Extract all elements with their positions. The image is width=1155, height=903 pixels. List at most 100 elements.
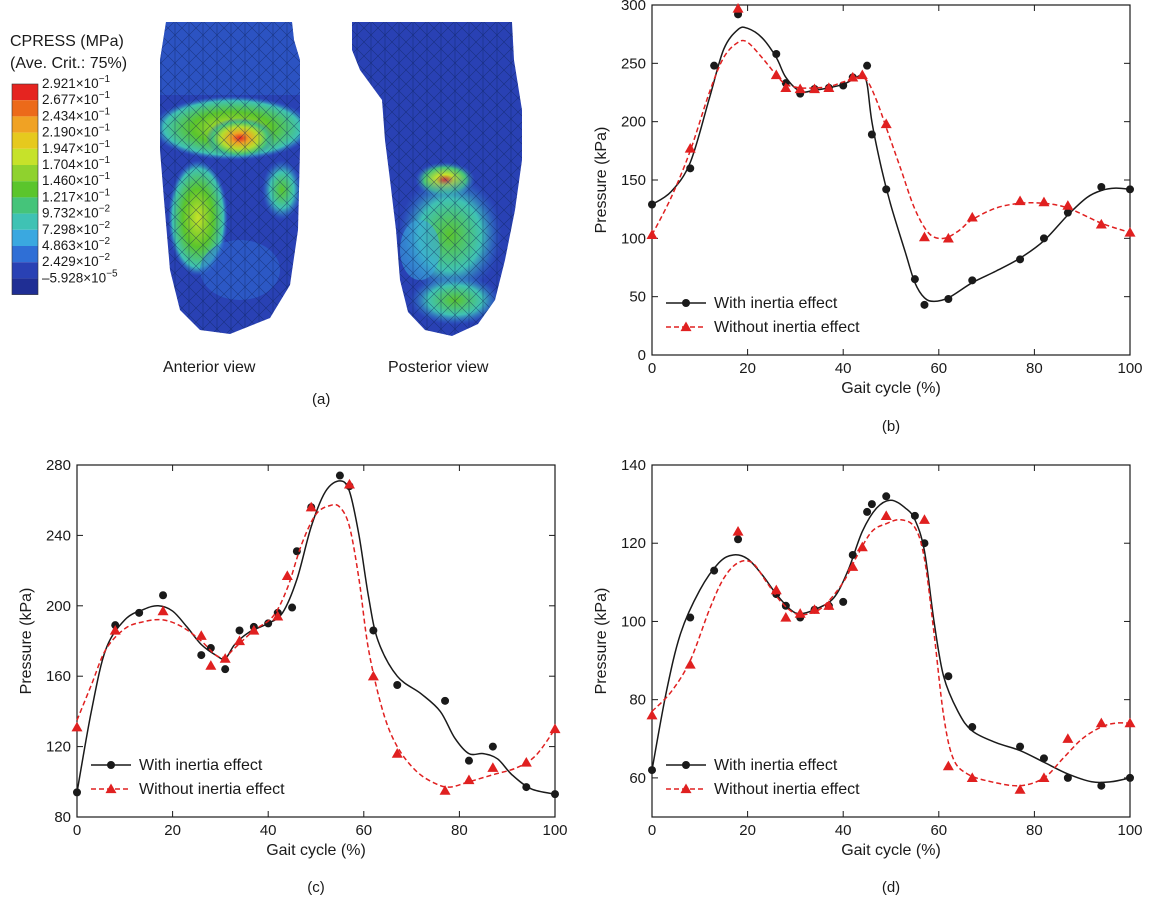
colorbar-title-1: CPRESS (MPa) xyxy=(10,33,124,50)
colorbar-swatch xyxy=(12,213,38,230)
data-point-circle xyxy=(288,603,297,612)
data-point-triangle xyxy=(1038,196,1050,207)
y-axis-title: Pressure (kPa) xyxy=(593,127,610,234)
data-point-circle xyxy=(292,547,301,556)
legend-label: Without inertia effect xyxy=(714,319,860,336)
data-point-triangle xyxy=(1062,200,1074,210)
colorbar-swatch xyxy=(12,197,38,214)
data-point-triangle xyxy=(942,232,954,243)
data-point-triangle xyxy=(1095,717,1107,728)
chart-b: 0 20 40 60 80 100 0 50 100 150 200 250 300 Gait cycle… xyxy=(593,0,1143,435)
data-point-triangle xyxy=(343,478,355,489)
data-point-circle xyxy=(551,790,559,799)
x-tick-label: 0 xyxy=(648,360,656,377)
data-point-triangle xyxy=(966,211,978,222)
data-point-circle xyxy=(867,500,876,509)
colorbar-value-label: 2.434×10−1 xyxy=(42,106,111,123)
posterior-view-label: Posterior view xyxy=(388,359,489,376)
data-point-circle xyxy=(648,200,656,209)
colorbar-value-label: 4.863×10−2 xyxy=(42,236,111,253)
data-point-circle xyxy=(920,539,929,548)
data-point-circle xyxy=(264,619,273,628)
data-point-triangle xyxy=(1014,784,1026,794)
data-point-triangle xyxy=(520,756,532,767)
y-tick-label: 0 xyxy=(638,347,646,364)
data-point-circle xyxy=(968,276,977,285)
anterior-view-model xyxy=(160,22,300,334)
data-point-triangle xyxy=(794,83,806,94)
y-tick-label: 50 xyxy=(629,289,646,306)
colorbar-swatch xyxy=(12,148,38,165)
data-point-circle xyxy=(772,50,781,58)
data-point-triangle xyxy=(809,604,821,614)
plot-frame xyxy=(76,464,556,818)
y-tick-label: 160 xyxy=(46,668,71,685)
colorbar-swatch xyxy=(12,229,38,246)
data-point-triangle xyxy=(847,71,859,82)
data-point-circle xyxy=(206,644,215,653)
data-point-circle xyxy=(686,164,695,173)
data-point-triangle xyxy=(1124,227,1136,237)
panel-label: (d) xyxy=(882,879,900,896)
colorbar-value-label: 2.190×10−1 xyxy=(42,123,111,140)
y-axis-title: Pressure (kPa) xyxy=(593,588,610,695)
data-point-triangle xyxy=(281,570,293,581)
series-line xyxy=(651,499,1131,784)
colorbar-swatch xyxy=(12,100,38,117)
plot-frame xyxy=(651,464,1131,818)
series-line xyxy=(76,503,556,788)
data-point-triangle xyxy=(305,501,317,512)
data-point-circle xyxy=(73,788,81,797)
y-tick-label: 60 xyxy=(629,770,646,787)
data-point-triangle xyxy=(195,630,207,640)
data-point-triangle xyxy=(780,82,792,92)
y-tick-label: 100 xyxy=(621,230,646,247)
x-tick-label: 60 xyxy=(930,360,947,377)
data-point-circle xyxy=(968,723,977,732)
data-point-circle xyxy=(1097,183,1106,191)
x-tick-label: 100 xyxy=(542,822,567,839)
series-line xyxy=(651,39,1131,240)
data-point-triangle xyxy=(823,600,835,610)
data-point-triangle xyxy=(1095,218,1107,229)
legend-label: Without inertia effect xyxy=(139,781,285,798)
data-point-circle xyxy=(848,550,857,559)
y-tick-label: 140 xyxy=(621,457,646,474)
data-point-triangle xyxy=(1124,717,1136,728)
data-point-circle xyxy=(839,81,848,90)
data-point-circle xyxy=(1126,185,1134,194)
colorbar-value-label: 1.217×10−1 xyxy=(42,187,111,204)
x-tick-label: 0 xyxy=(73,822,81,839)
data-point-triangle xyxy=(439,785,451,795)
data-point-circle xyxy=(1063,208,1072,217)
panel-label: (b) xyxy=(882,418,900,435)
colorbar-value-label: 1.460×10−1 xyxy=(42,171,111,188)
data-point-circle xyxy=(882,492,891,501)
anterior-view-label: Anterior view xyxy=(163,359,256,376)
y-tick-label: 100 xyxy=(621,613,646,630)
data-point-triangle xyxy=(248,624,260,635)
data-point-circle xyxy=(522,783,531,792)
colorbar-value-label: 2.921×10−1 xyxy=(42,74,111,91)
data-point-triangle xyxy=(732,3,744,13)
data-point-triangle xyxy=(109,624,121,635)
data-point-triangle xyxy=(219,653,231,663)
data-point-circle xyxy=(710,61,719,70)
data-point-triangle xyxy=(272,610,284,621)
x-tick-label: 0 xyxy=(648,822,656,839)
data-point-triangle xyxy=(856,69,868,80)
data-point-circle xyxy=(369,626,378,635)
data-point-triangle xyxy=(391,748,403,758)
data-point-triangle xyxy=(880,510,892,520)
data-point-circle xyxy=(159,591,168,600)
y-tick-label: 80 xyxy=(54,809,71,826)
legend-label: With inertia effect xyxy=(714,295,838,312)
data-point-triangle xyxy=(680,783,692,794)
data-point-circle xyxy=(1126,773,1134,782)
data-point-circle xyxy=(682,299,690,307)
data-point-circle xyxy=(734,535,743,544)
panel-a-label: (a) xyxy=(312,391,330,408)
colorbar: 2.921×10−12.677×10−12.434×10−12.190×10−1… xyxy=(11,74,118,295)
data-point-triangle xyxy=(1014,195,1026,206)
